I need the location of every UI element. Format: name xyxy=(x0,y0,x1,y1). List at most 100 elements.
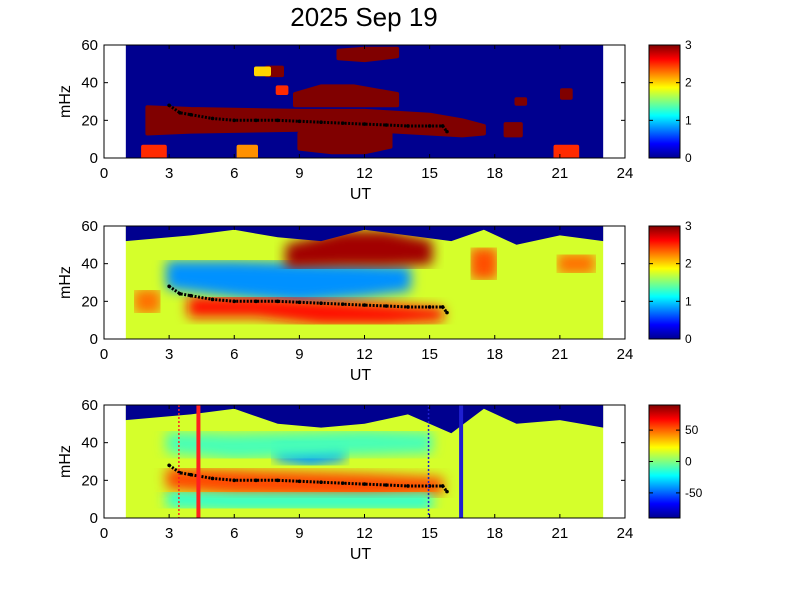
ridge-point xyxy=(167,284,171,289)
saturated-top xyxy=(125,405,604,434)
x-tick-label: 3 xyxy=(165,165,173,182)
y-axis-label: mHz xyxy=(57,266,74,299)
heatmap-region xyxy=(503,122,523,138)
y-tick-label: 60 xyxy=(81,218,98,235)
ridge-point xyxy=(445,489,449,494)
x-tick-label: 21 xyxy=(552,165,569,182)
ridge-point xyxy=(319,120,323,125)
x-tick-label: 18 xyxy=(486,346,503,363)
ridge-point xyxy=(440,305,445,309)
heatmap-region xyxy=(141,144,167,158)
x-axis-label: UT xyxy=(350,186,372,203)
ridge-point xyxy=(167,103,171,108)
heatmap-region xyxy=(133,288,162,314)
y-tick-label: 20 xyxy=(81,112,98,129)
ridge-point xyxy=(406,484,410,488)
ridge-point xyxy=(384,123,389,127)
colorbar-tick-label: -50 xyxy=(685,486,703,500)
colorbar xyxy=(648,225,681,340)
x-tick-label: 9 xyxy=(295,346,303,363)
y-axis-label: mHz xyxy=(57,445,74,478)
heatmap-region xyxy=(166,490,433,510)
heatmap-region xyxy=(275,85,289,95)
ridge-point xyxy=(275,478,280,483)
heatmap-data xyxy=(125,226,604,339)
heatmap-data xyxy=(125,45,604,158)
ridge-point xyxy=(167,463,171,468)
x-tick-label: 0 xyxy=(100,525,108,542)
x-tick-label: 21 xyxy=(552,525,569,542)
x-axis-label: UT xyxy=(350,367,372,384)
colorbar-tick-label: 50 xyxy=(685,423,699,437)
ridge-point xyxy=(232,118,237,123)
heatmap-region xyxy=(285,230,433,269)
colorbar-tick-label: 0 xyxy=(685,332,692,346)
ridge-point xyxy=(440,484,445,488)
y-tick-label: 40 xyxy=(81,75,98,92)
colorbar-tick-label: 1 xyxy=(685,294,692,308)
x-tick-label: 9 xyxy=(295,525,303,542)
ridge-point xyxy=(210,116,215,121)
heatmap-region xyxy=(514,97,528,106)
x-tick-label: 18 xyxy=(486,165,503,182)
colorbar-tick-label: 3 xyxy=(685,38,692,52)
ridge-point xyxy=(340,302,345,306)
ridge-point xyxy=(297,300,302,305)
x-axis-label: UT xyxy=(350,546,372,563)
ridge-point xyxy=(210,297,215,302)
figure-title: 2025 Sep 19 xyxy=(290,2,438,32)
ridge-point xyxy=(445,310,449,315)
ridge-point xyxy=(319,301,323,306)
ridge-point xyxy=(340,121,345,125)
x-tick-label: 3 xyxy=(165,346,173,363)
ridge-point xyxy=(297,119,302,124)
x-tick-label: 3 xyxy=(165,525,173,542)
x-tick-label: 15 xyxy=(421,165,438,182)
ridge-point xyxy=(232,299,237,304)
heatmap-region xyxy=(293,84,400,108)
x-tick-label: 12 xyxy=(356,525,373,542)
ridge-point xyxy=(189,112,193,117)
y-axis-label: mHz xyxy=(57,85,74,118)
x-tick-label: 0 xyxy=(100,165,108,182)
heatmap-region xyxy=(553,144,580,158)
colorbar xyxy=(648,404,681,519)
colorbar-tick-label: 1 xyxy=(685,113,692,127)
heatmap-data xyxy=(125,405,604,518)
colorbar-tick-label: 2 xyxy=(685,76,692,90)
x-tick-label: 6 xyxy=(230,525,238,542)
ridge-point xyxy=(406,305,410,309)
ridge-point xyxy=(384,304,389,308)
y-tick-label: 0 xyxy=(90,150,98,167)
heatmap-region xyxy=(560,88,573,100)
ridge-point xyxy=(178,111,182,115)
x-tick-label: 0 xyxy=(100,346,108,363)
y-tick-label: 60 xyxy=(81,37,98,54)
heatmap-region xyxy=(166,467,444,499)
ridge-point xyxy=(232,478,237,483)
ridge-point xyxy=(445,129,449,134)
ridge-point xyxy=(362,482,367,486)
heatmap-region xyxy=(470,247,498,280)
ridge-point xyxy=(275,118,280,123)
x-tick-label: 9 xyxy=(295,165,303,182)
ridge-line xyxy=(168,285,449,314)
x-tick-label: 15 xyxy=(421,346,438,363)
y-tick-label: 20 xyxy=(81,472,98,489)
x-tick-label: 12 xyxy=(356,346,373,363)
ridge-point xyxy=(340,481,345,485)
colorbar xyxy=(648,44,681,159)
y-tick-label: 20 xyxy=(81,293,98,310)
colorbar-tick-label: 3 xyxy=(685,219,692,233)
ridge-point xyxy=(275,299,280,304)
ridge-line xyxy=(168,104,449,133)
y-tick-label: 40 xyxy=(81,435,98,452)
heatmap-region xyxy=(236,144,258,158)
ridge-point xyxy=(178,292,182,296)
x-tick-label: 15 xyxy=(421,525,438,542)
ridge-point xyxy=(440,124,445,128)
x-tick-label: 18 xyxy=(486,525,503,542)
x-tick-label: 12 xyxy=(356,165,373,182)
